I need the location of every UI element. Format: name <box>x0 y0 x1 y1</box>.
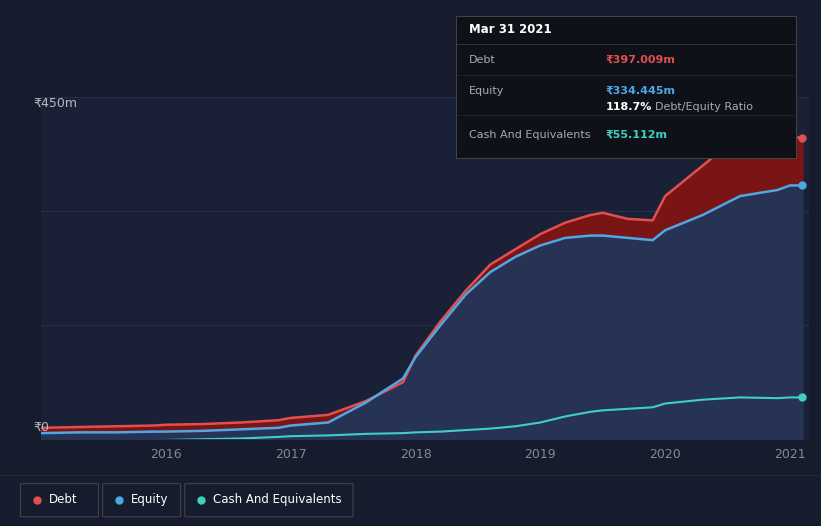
Text: Mar 31 2021: Mar 31 2021 <box>470 24 552 36</box>
Text: Debt: Debt <box>470 55 496 65</box>
Text: 118.7%: 118.7% <box>606 103 652 113</box>
Text: ₹397.009m: ₹397.009m <box>606 55 676 65</box>
Text: Debt/Equity Ratio: Debt/Equity Ratio <box>655 103 753 113</box>
Text: ₹450m: ₹450m <box>33 97 77 110</box>
Text: ₹334.445m: ₹334.445m <box>606 86 676 96</box>
Text: Equity: Equity <box>470 86 505 96</box>
Text: Equity: Equity <box>131 493 169 506</box>
Text: Cash And Equivalents: Cash And Equivalents <box>213 493 342 506</box>
Text: Debt: Debt <box>49 493 78 506</box>
Text: Cash And Equivalents: Cash And Equivalents <box>470 130 591 140</box>
Text: ₹55.112m: ₹55.112m <box>606 130 667 140</box>
Text: ₹0: ₹0 <box>33 421 48 434</box>
